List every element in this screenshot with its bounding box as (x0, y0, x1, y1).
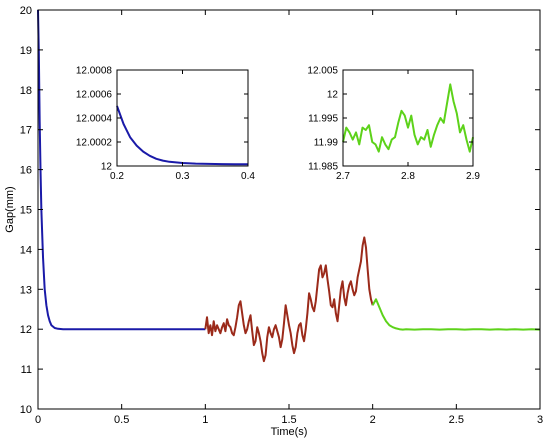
x-tick-label: 2.7 (336, 171, 350, 182)
series-line-inset-right-0 (342, 83, 474, 153)
x-tick-label: 3 (537, 414, 543, 426)
y-tick-label: 12 (327, 90, 339, 101)
y-tick-label: 19 (20, 45, 32, 57)
y-tick-label: 12 (101, 162, 113, 173)
y-tick-label: 11.995 (308, 114, 338, 125)
y-tick-label: 12.0008 (76, 66, 113, 77)
x-tick-label: 2 (370, 414, 376, 426)
y-tick-label: 11 (21, 364, 32, 376)
y-tick-label: 17 (20, 125, 32, 137)
y-tick-label: 12.005 (307, 66, 338, 77)
y-tick-label: 16 (20, 165, 32, 177)
y-axis-label: Gap(mm) (4, 186, 16, 232)
series-line-inset-left-0 (116, 105, 248, 166)
chart-inset-left: 0.2 0.3 0.4 12 12.0002 12.0004 12.0006 12.0008 (76, 66, 256, 182)
x-tick-label: 2.5 (449, 414, 464, 426)
y-tick-label: 15 (20, 204, 32, 216)
x-tick-label: 2.9 (466, 171, 480, 182)
chart-inset-right: 2.7 2.8 2.9 11.985 11.99 11.995 12 12.005 (307, 66, 480, 182)
y-tick-label: 14 (20, 244, 32, 256)
y-tick-label: 12 (20, 324, 32, 336)
series-line-main-1 (204, 236, 374, 363)
x-tick-label: 0.5 (114, 414, 129, 426)
x-tick-label: 0.3 (176, 171, 190, 182)
x-axis-label: Time(s) (271, 426, 308, 438)
y-tick-label: 12.0002 (76, 138, 113, 149)
y-tick-label: 18 (20, 85, 32, 97)
y-tick-label: 11.985 (308, 162, 338, 173)
x-tick-label: 0.2 (110, 171, 124, 182)
series-line-main-0 (37, 9, 206, 331)
x-tick-label: 2.8 (401, 171, 415, 182)
y-tick-label: 20 (20, 5, 32, 17)
x-tick-label: 0 (35, 414, 41, 426)
x-tick-label: 1 (202, 414, 208, 426)
y-tick-label: 13 (20, 284, 32, 296)
y-tick-label: 10 (20, 404, 32, 416)
x-tick-label: 1.5 (281, 414, 296, 426)
y-tick-label: 11.99 (314, 138, 339, 149)
plot-area (117, 70, 248, 166)
x-tick-label: 0.4 (241, 171, 255, 182)
series-line-main-2 (371, 298, 541, 331)
y-tick-label: 12.0004 (76, 114, 113, 125)
plot-area (343, 70, 473, 166)
y-tick-label: 12.0006 (76, 90, 113, 101)
